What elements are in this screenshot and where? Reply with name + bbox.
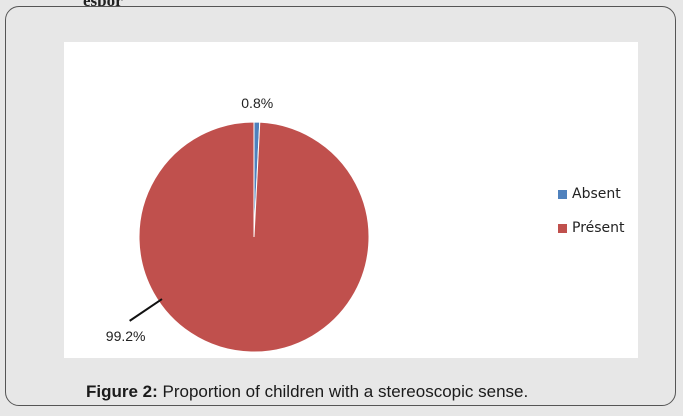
pie-slice-present <box>138 121 370 353</box>
legend-item-absent: Absent <box>558 184 625 204</box>
legend-label-absent: Absent <box>572 186 621 202</box>
caption-label: Figure 2: <box>86 382 158 401</box>
data-label-present: 99.2% <box>106 328 146 344</box>
legend-swatch-present <box>558 223 567 233</box>
clipped-heading-text: espor <box>83 0 123 10</box>
chart-legend: Absent Présent <box>558 184 625 252</box>
legend-swatch-absent <box>558 189 567 199</box>
chart-plot-area: 0.8% 99.2% Absent Présent <box>64 42 638 358</box>
legend-label-present: Présent <box>572 220 625 236</box>
figure-box: 0.8% 99.2% Absent Présent Figure 2: Propo… <box>5 6 676 406</box>
leader-line-present <box>129 298 163 322</box>
caption-text: Proportion of children with a stereoscop… <box>157 382 529 401</box>
clipped-heading: espor <box>0 0 683 12</box>
data-label-absent: 0.8% <box>241 95 273 111</box>
legend-item-present: Présent <box>558 218 625 238</box>
pie-chart: 0.8% 99.2% <box>106 95 370 353</box>
figure-caption: Figure 2: Proportion of children with a … <box>86 382 528 402</box>
